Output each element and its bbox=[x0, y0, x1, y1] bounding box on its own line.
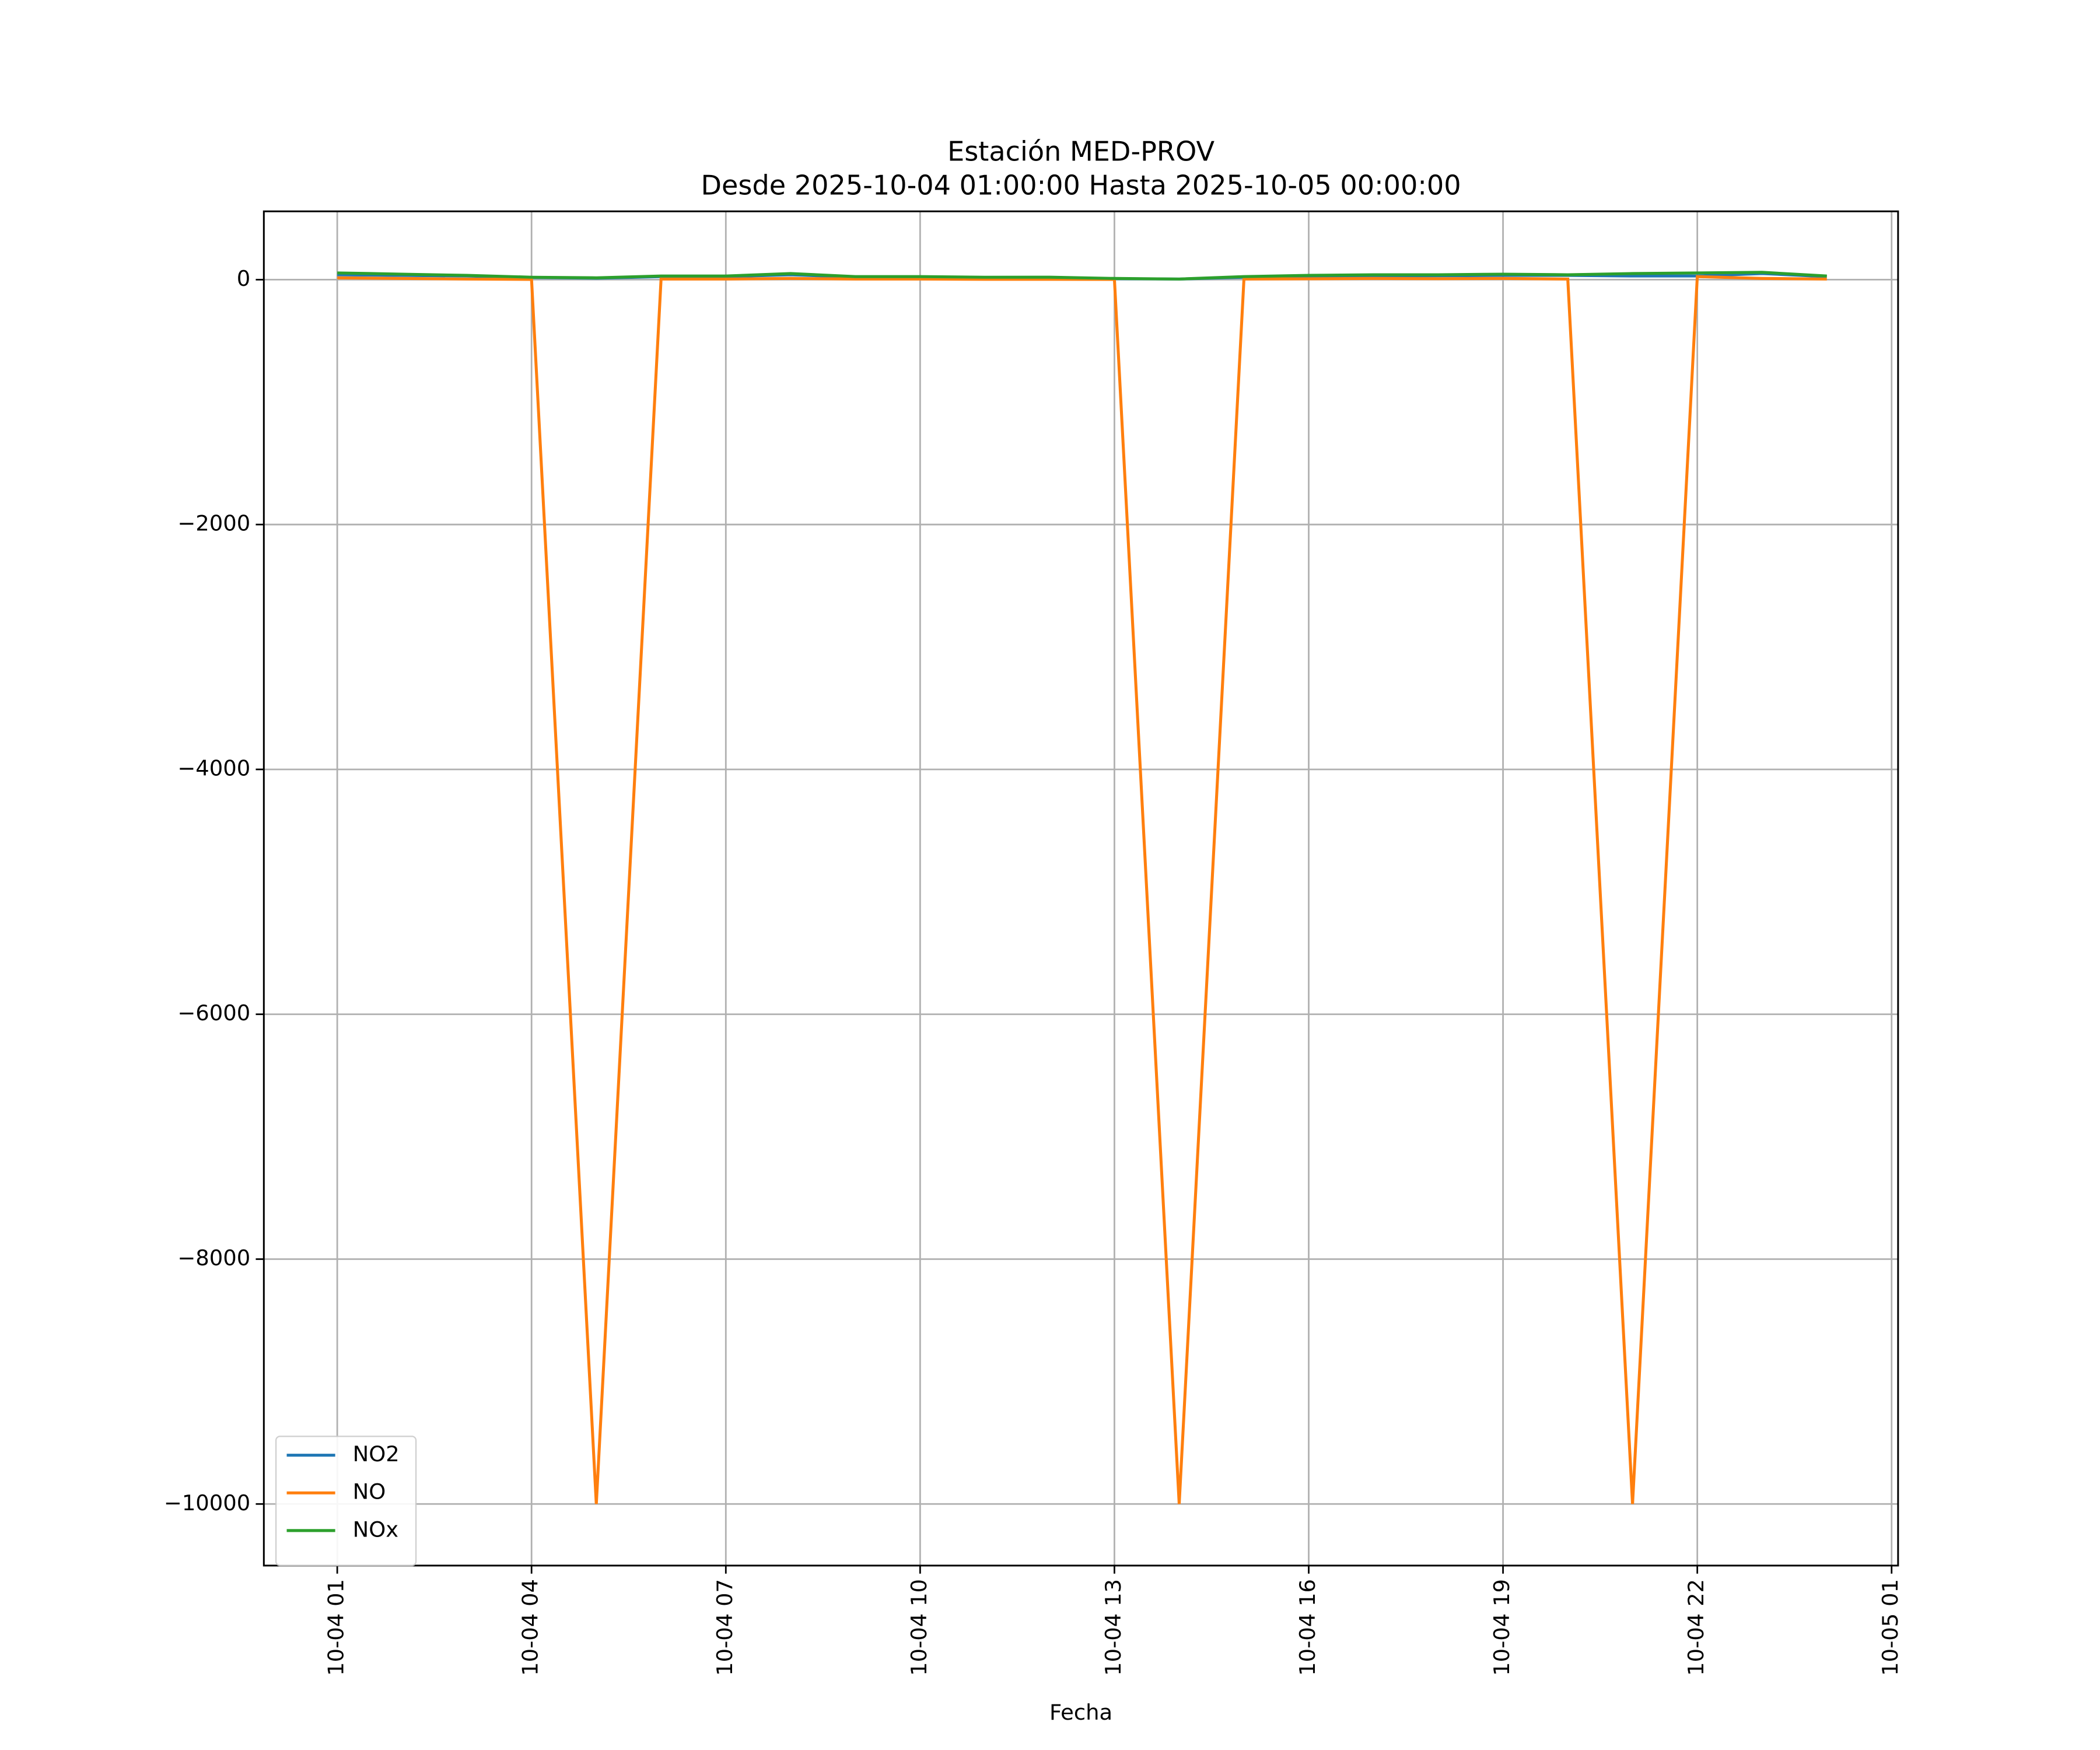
lines-layer bbox=[337, 271, 1827, 1504]
series-line bbox=[337, 271, 1827, 281]
y-tick-label: −8000 bbox=[177, 1245, 250, 1270]
chart-subtitle: Desde 2025-10-04 01:00:00 Hasta 2025-10-… bbox=[701, 169, 1461, 201]
series-line bbox=[337, 275, 1827, 1504]
grid-layer bbox=[264, 211, 1898, 1566]
x-tick-label: 10-04 22 bbox=[1684, 1579, 1709, 1676]
y-tick-label: −10000 bbox=[164, 1490, 250, 1516]
x-tick-label: 10-04 10 bbox=[907, 1579, 932, 1676]
x-tick-label: 10-04 13 bbox=[1101, 1579, 1126, 1676]
legend: NO2 NO NOx bbox=[275, 1436, 417, 1566]
x-tick-label: 10-05 01 bbox=[1878, 1579, 1903, 1676]
x-tick-label: 10-04 19 bbox=[1489, 1579, 1514, 1676]
legend-label: NOx bbox=[353, 1517, 399, 1542]
legend-box bbox=[275, 1436, 417, 1566]
y-tick-label: −6000 bbox=[177, 1000, 250, 1026]
y-tick-label: 0 bbox=[237, 266, 250, 291]
x-tick-label: 10-04 07 bbox=[712, 1579, 737, 1676]
y-tick-label: −4000 bbox=[177, 755, 250, 780]
x-tick-label: 10-04 16 bbox=[1295, 1579, 1320, 1676]
chart-title: Estación MED-PROV bbox=[947, 136, 1214, 167]
legend-label: NO bbox=[353, 1479, 386, 1504]
x-axis-label: Fecha bbox=[1049, 1700, 1112, 1725]
x-tick-label: 10-04 04 bbox=[518, 1579, 543, 1676]
x-tick-label: 10-04 01 bbox=[324, 1579, 349, 1676]
plot-frame bbox=[262, 210, 1899, 1567]
axes-layer: 0 −2000 −4000 −6000 −8000 −10000 10-04 01 10-04… bbox=[164, 266, 1903, 1676]
legend-label: NO2 bbox=[353, 1441, 400, 1466]
y-tick-label: −2000 bbox=[177, 511, 250, 536]
